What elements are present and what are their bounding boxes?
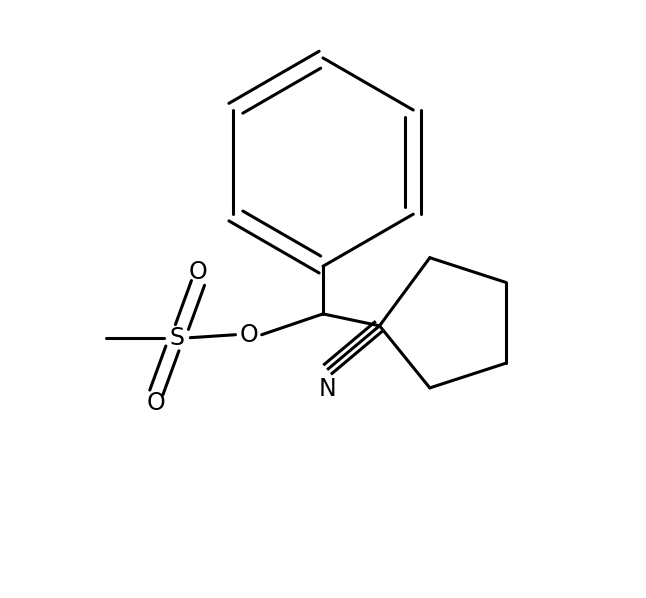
Text: O: O — [189, 260, 207, 284]
Text: O: O — [147, 391, 166, 415]
Text: O: O — [239, 323, 258, 347]
Text: N: N — [318, 377, 336, 401]
Text: S: S — [170, 326, 185, 350]
